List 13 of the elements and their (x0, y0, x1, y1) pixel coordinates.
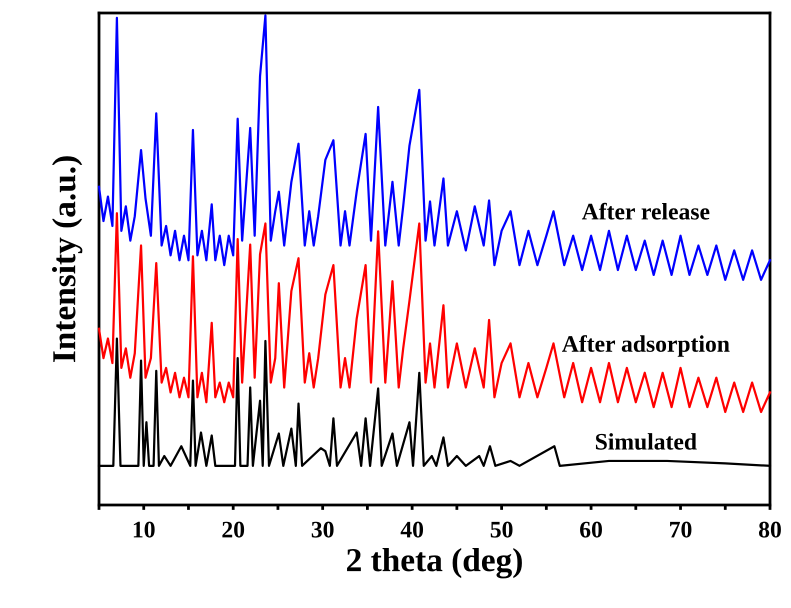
x-tick-label: 80 (758, 522, 781, 538)
x-axis-title: 2 theta (deg) (347, 548, 522, 578)
x-tick-label: 60 (580, 522, 602, 538)
x-tick-label: 70 (670, 522, 692, 538)
x-tick-label: 40 (400, 522, 424, 538)
series-label: After adsorption (562, 335, 730, 357)
series-label: Simulated (596, 433, 697, 450)
x-tick-label: 20 (222, 522, 244, 538)
series-label: After release (582, 202, 710, 220)
y-axis-title: Intensity (a.u.) (52, 156, 82, 362)
x-tick-label: 50 (490, 522, 513, 538)
x-tick-label: 30 (312, 522, 334, 538)
x-tick-label: 10 (134, 522, 155, 538)
